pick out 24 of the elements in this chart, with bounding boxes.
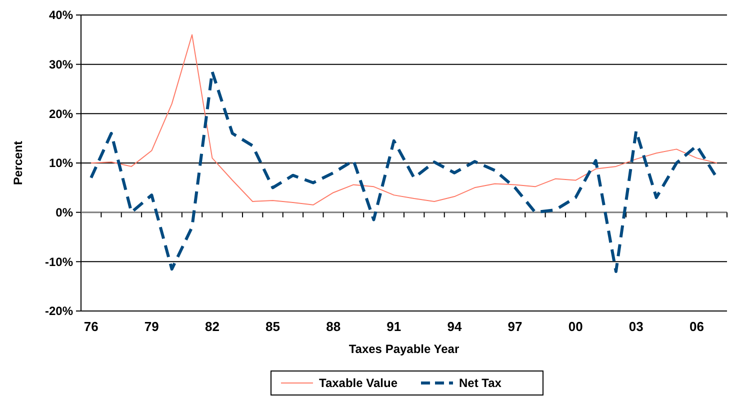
y-tick-label: 20%: [48, 106, 74, 121]
y-tick-label: 10%: [48, 156, 74, 170]
legend-label: Taxable Value: [319, 376, 398, 390]
line-series: [90, 34, 718, 206]
x-tick-label: 91: [386, 319, 402, 334]
x-tick-label: 00: [568, 319, 583, 334]
y-tick-label: -20%: [44, 304, 74, 318]
x-tick-label: 85: [266, 319, 280, 334]
y-tick-label: 0%: [56, 206, 74, 220]
line-series: [90, 70, 718, 274]
x-tick-label: 94: [447, 319, 462, 334]
legend-label: Net Tax: [459, 376, 502, 390]
y-axis-title: Percent: [11, 140, 25, 186]
x-tick-label: 97: [508, 319, 522, 334]
y-tick-label: -10%: [44, 254, 74, 269]
x-tick-label: 79: [144, 319, 159, 334]
x-tick-label: 88: [326, 319, 341, 334]
x-tick-label: 06: [689, 319, 704, 334]
x-tick-label: 03: [628, 319, 644, 334]
x-axis-title: Taxes Payable Year: [348, 342, 460, 356]
x-tick-label: 82: [204, 319, 220, 334]
y-tick-label: 30%: [48, 58, 74, 72]
x-tick-label: 76: [84, 319, 98, 334]
y-tick-label: 40%: [48, 8, 74, 22]
